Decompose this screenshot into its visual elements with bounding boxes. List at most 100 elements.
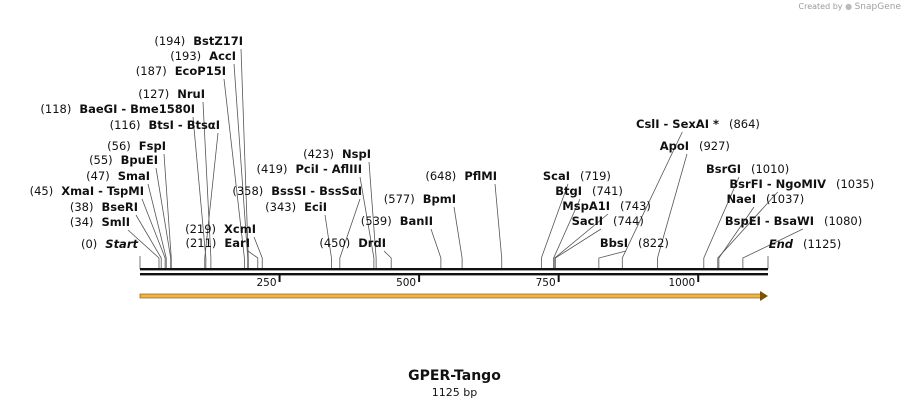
site-label-smai[interactable]: SmaI (47) bbox=[86, 169, 150, 183]
snapgene-logo-icon: ● bbox=[845, 2, 853, 11]
site-position: (47) bbox=[86, 169, 110, 183]
site-position: (116) bbox=[110, 118, 141, 132]
site-label-scai[interactable]: ScaI (719) bbox=[543, 169, 611, 183]
site-label-btsi-bts-i[interactable]: BtsI - BtsαI (116) bbox=[110, 118, 220, 132]
site-leader-xcmi bbox=[253, 236, 263, 269]
site-position: (577) bbox=[384, 192, 415, 206]
site-label-sacii[interactable]: SacII (744) bbox=[572, 214, 644, 228]
site-leader-bspei-bsawi bbox=[742, 228, 804, 269]
tick-label-250: 250 bbox=[257, 277, 277, 289]
credit-brand: SnapGene bbox=[854, 2, 901, 12]
site-leader-bbsi bbox=[598, 250, 627, 269]
site-name: SacII bbox=[572, 214, 603, 228]
site-label-xcmi[interactable]: XcmI (219) bbox=[185, 222, 256, 236]
site-name: SmaI bbox=[118, 169, 150, 183]
site-name: XmaI - TspMI bbox=[61, 184, 144, 198]
site-leader-sacii bbox=[554, 228, 602, 269]
site-label-smli[interactable]: SmlI (34) bbox=[70, 215, 130, 229]
site-name: EarI bbox=[224, 236, 250, 250]
site-label-bsrfi-ngomiv[interactable]: BsrFI - NgoMIV (1035) bbox=[729, 177, 874, 191]
site-label-nrui[interactable]: NruI (127) bbox=[138, 87, 205, 101]
site-label-bpuei[interactable]: BpuEI (55) bbox=[89, 153, 158, 167]
site-leader-fspi bbox=[163, 153, 172, 269]
site-label-drdi[interactable]: DrdI (450) bbox=[319, 236, 386, 250]
site-name: Start bbox=[105, 237, 138, 251]
site-label-banii[interactable]: BanII (539) bbox=[361, 214, 433, 228]
site-label-ecii[interactable]: EciI (343) bbox=[265, 200, 327, 214]
site-name: CslI - SexAI * bbox=[636, 117, 719, 131]
site-leader-mspa1i bbox=[554, 213, 609, 269]
site-name: EcoP15I bbox=[175, 64, 226, 78]
site-position: (358) bbox=[232, 184, 263, 198]
backbone-top-strand bbox=[140, 268, 768, 271]
site-label-apoi[interactable]: ApoI (927) bbox=[660, 139, 730, 153]
site-leader-btsi-bts-i bbox=[204, 132, 219, 269]
site-label-xmai-tspmi[interactable]: XmaI - TspMI (45) bbox=[30, 184, 144, 198]
site-label-pcii-afliii[interactable]: PciI - AflIII (419) bbox=[257, 162, 362, 176]
site-leader-bsrfi-ngomiv bbox=[717, 191, 779, 269]
site-label-bstz17i[interactable]: BstZ17I (194) bbox=[154, 34, 243, 48]
site-leader-banii bbox=[430, 228, 442, 269]
site-name: XcmI bbox=[224, 222, 256, 236]
site-leader-bpmi bbox=[453, 206, 463, 269]
snapgene-credit: Created by ● SnapGene bbox=[799, 2, 902, 12]
site-label-bbsi[interactable]: BbsI (822) bbox=[600, 236, 669, 250]
site-label-bseri[interactable]: BseRI (38) bbox=[70, 200, 138, 214]
site-label-fspi[interactable]: FspI (56) bbox=[107, 139, 166, 153]
site-name: DrdI bbox=[358, 236, 386, 250]
site-name: NaeI bbox=[727, 192, 756, 206]
site-label-btgi[interactable]: BtgI (741) bbox=[555, 184, 623, 198]
site-name: BstZ17I bbox=[193, 34, 243, 48]
site-name: BsrGI bbox=[706, 162, 741, 176]
site-position: (194) bbox=[154, 34, 185, 48]
site-leader-bstz17i bbox=[240, 48, 249, 269]
feature-bar[interactable] bbox=[139, 293, 763, 299]
site-leader-ecop15i bbox=[223, 78, 245, 269]
site-label-pflmi[interactable]: PflMI (648) bbox=[425, 169, 497, 183]
feature-arrow bbox=[139, 291, 768, 301]
site-position: (56) bbox=[107, 139, 131, 153]
map-title: GPER-Tango bbox=[408, 368, 501, 384]
site-label-start[interactable]: Start (0) bbox=[81, 237, 139, 251]
site-name: SmlI bbox=[102, 215, 131, 229]
site-label-ecop15i[interactable]: EcoP15I (187) bbox=[136, 64, 226, 78]
site-position: (450) bbox=[319, 236, 350, 250]
site-label-naei[interactable]: NaeI (1037) bbox=[727, 192, 805, 206]
site-leader-xmai-tspmi bbox=[141, 198, 166, 269]
site-label-nspi[interactable]: NspI (423) bbox=[303, 147, 371, 161]
site-leader-scai bbox=[540, 183, 569, 269]
site-label-eari[interactable]: EarI (211) bbox=[185, 236, 250, 250]
site-label-acci[interactable]: AccI (193) bbox=[170, 49, 236, 63]
site-label-bsssi-bsss-i[interactable]: BssSI - BssSαI (358) bbox=[232, 184, 362, 198]
map-length: 1125 bp bbox=[431, 386, 478, 399]
site-position: (219) bbox=[185, 222, 216, 236]
site-label-csli-sexai[interactable]: CslI - SexAI * (864) bbox=[636, 117, 760, 131]
site-name: FspI bbox=[139, 139, 166, 153]
site-position: (1010) bbox=[751, 162, 789, 176]
site-label-bsrgi[interactable]: BsrGI (1010) bbox=[706, 162, 789, 176]
site-position: (1037) bbox=[766, 192, 804, 206]
site-label-end[interactable]: End (1125) bbox=[769, 237, 842, 251]
site-label-bspei-bsawi[interactable]: BspEI - BsaWI (1080) bbox=[725, 214, 862, 228]
site-name: PciI - AflIII bbox=[295, 162, 362, 176]
site-name: ApoI bbox=[660, 139, 689, 153]
site-leader-bsrgi bbox=[703, 176, 740, 269]
site-position: (1125) bbox=[803, 237, 841, 251]
tick-label-750: 750 bbox=[536, 277, 556, 289]
site-position: (864) bbox=[729, 117, 760, 131]
site-position: (423) bbox=[303, 147, 334, 161]
site-name: BpmI bbox=[423, 192, 456, 206]
site-position: (822) bbox=[638, 236, 669, 250]
site-leader-smai bbox=[147, 183, 167, 269]
site-label-baegi-bme1580i[interactable]: BaeGI - Bme1580I (118) bbox=[40, 102, 195, 116]
site-leader-baegi-bme1580i bbox=[192, 116, 207, 269]
site-position: (193) bbox=[170, 49, 201, 63]
site-name: PflMI bbox=[464, 169, 497, 183]
site-label-mspa1i[interactable]: MspA1I (743) bbox=[562, 199, 651, 213]
tick-label-500: 500 bbox=[396, 277, 416, 289]
site-name: NspI bbox=[342, 147, 371, 161]
feature-arrowhead-icon bbox=[760, 291, 768, 301]
site-position: (741) bbox=[592, 184, 623, 198]
site-leader-eari bbox=[247, 250, 259, 269]
site-label-bpmi[interactable]: BpmI (577) bbox=[384, 192, 456, 206]
